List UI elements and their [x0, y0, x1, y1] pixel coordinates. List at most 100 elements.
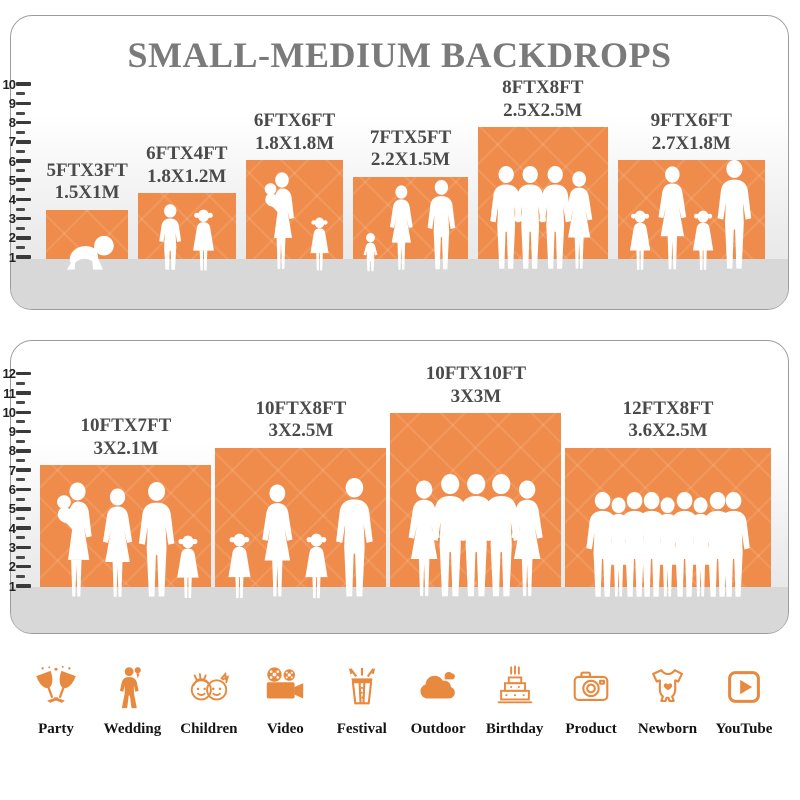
ruler-tick-mark — [16, 216, 31, 221]
youtube-icon — [721, 664, 767, 710]
ruler-half-tick — [16, 92, 25, 96]
ruler-tick-mark — [16, 526, 31, 530]
silhouette-boy — [155, 203, 185, 272]
backdrop-rect — [353, 176, 468, 260]
ruler-half-tick — [16, 555, 25, 559]
ruler-tick: 7 — [2, 135, 31, 149]
category-item-video: Video — [249, 664, 321, 738]
ruler-half-tick — [16, 401, 25, 405]
silhouette-woman — [253, 484, 302, 600]
ruler-tick-mark — [16, 487, 31, 492]
ruler-half-tick — [16, 536, 25, 540]
ruler-tick-mark — [16, 236, 31, 240]
silhouette-group — [618, 160, 765, 272]
category-label: Festival — [336, 721, 387, 737]
ruler-tick-label: 8 — [8, 115, 16, 131]
silhouette-woman — [383, 185, 420, 272]
product-icon — [568, 664, 614, 710]
ruler-tick: 12 — [2, 367, 31, 381]
ruler-tick: 6 — [2, 154, 31, 168]
ruler-tick-mark — [16, 140, 31, 144]
ruler-half-tick — [16, 439, 25, 443]
ruler-tick-label: 5 — [8, 501, 16, 517]
ruler-tick-mark — [16, 371, 31, 376]
ruler-tick-label: 4 — [8, 191, 16, 207]
ruler-tick-mark — [16, 584, 31, 588]
backdrop-rect — [617, 160, 765, 259]
silhouette-group — [353, 180, 467, 272]
backdrop-row: 10FTX7FT 3X2.1M 10FTX8FT 3X2.5M 10FTX10FT 3X3… — [35, 363, 776, 587]
ruler-tick-mark — [16, 507, 31, 511]
ruler-tick-label: 2 — [8, 559, 16, 575]
category-row: Party Wedding Children Video Festival Outdoor… — [20, 664, 780, 738]
ruler-half-tick — [16, 245, 25, 249]
category-label: YouTube — [715, 721, 773, 737]
ruler-tick: 2 — [2, 231, 31, 245]
ruler-tick-label: 10 — [2, 76, 16, 92]
category-item-children: Children — [173, 664, 245, 738]
backdrop-rect — [477, 127, 608, 259]
backdrop-size-label: 7FTX5FT 2.2X1.5M — [370, 127, 451, 172]
ruler-tick: 7 — [2, 463, 31, 477]
ruler-tick: 1 — [2, 250, 31, 264]
silhouette-group — [565, 492, 770, 600]
backdrop-rect — [215, 447, 387, 587]
ruler-tick-label: 1 — [8, 578, 16, 594]
ruler-tick-mark — [16, 429, 31, 434]
ruler-tick: 8 — [2, 116, 31, 130]
backdrop-item: 6FTX6FT 1.8X1.8M — [245, 110, 344, 259]
category-item-wedding: Wedding — [96, 664, 168, 738]
backdrop-size-label: 8FTX8FT 2.5X2.5M — [502, 77, 583, 122]
party-icon — [33, 664, 79, 710]
backdrop-item: 10FTX8FT 3X2.5M — [215, 398, 387, 587]
ruler-half-tick — [16, 516, 25, 520]
silhouette-girl — [188, 209, 219, 272]
ruler-tick-mark — [16, 120, 31, 125]
backdrop-size-label: 10FTX7FT 3X2.1M — [81, 415, 172, 460]
video-icon — [262, 664, 308, 710]
backdrop-item: 7FTX5FT 2.2X1.5M — [353, 127, 468, 260]
ruler-feet-scale: 1 2 3 4 5 6 7 8 9 10 — [2, 16, 34, 309]
silhouette-girl — [172, 535, 204, 600]
ruler-tick: 11 — [2, 386, 31, 400]
category-item-outdoor: Outdoor — [402, 664, 474, 738]
size-meters-label: 1.5X1M — [54, 182, 120, 204]
backdrop-rect — [137, 193, 236, 259]
silhouette-crawling-baby — [58, 233, 117, 272]
category-item-youtube: YouTube — [708, 664, 780, 738]
ruler-tick-mark — [16, 545, 31, 550]
ruler-tick-mark — [16, 410, 31, 415]
ruler-tick: 4 — [2, 192, 31, 206]
silhouette-group — [390, 474, 561, 600]
size-feet-label: 10FTX8FT — [255, 398, 347, 419]
ruler-tick-label: 9 — [8, 95, 16, 111]
ruler-tick-label: 3 — [8, 539, 16, 555]
size-feet-label: 10FTX7FT — [80, 415, 172, 437]
ruler-tick-label: 1 — [8, 249, 16, 265]
backdrop-item: 12FTX8FT 3.6X2.5M — [565, 398, 771, 587]
wedding-icon — [109, 664, 155, 710]
ruler-tick-label: 7 — [8, 134, 16, 150]
page-title: SMALL-MEDIUM BACKDROPS — [127, 35, 672, 75]
ruler-tick: 6 — [2, 483, 31, 497]
children-icon — [186, 664, 232, 710]
backdrop-rect — [245, 160, 344, 259]
size-feet-label: 6FTX4FT — [146, 143, 228, 165]
ruler-tick-label: 8 — [8, 443, 16, 459]
ruler-tick-label: 11 — [3, 385, 16, 401]
backdrop-item: 10FTX10FT 3X3M — [390, 363, 562, 587]
backdrop-row: 5FTX3FT 1.5X1M 6FTX4FT 1.8X1.2M 6FTX6FT 1.8X1… — [35, 77, 776, 259]
category-item-newborn: Newborn — [632, 664, 704, 738]
category-label: Party — [38, 721, 74, 737]
silhouette-man — [423, 180, 460, 272]
ruler-half-tick — [16, 207, 25, 211]
ruler-tick-label: 3 — [8, 211, 16, 227]
silhouette-group — [40, 482, 211, 600]
size-feet-label: 9FTX6FT — [650, 110, 732, 132]
silhouette-group — [215, 478, 386, 600]
category-label: Wedding — [103, 721, 162, 737]
silhouette-woman — [502, 480, 552, 600]
category-item-product: Product — [555, 664, 627, 738]
ruler-tick-mark — [16, 101, 31, 106]
